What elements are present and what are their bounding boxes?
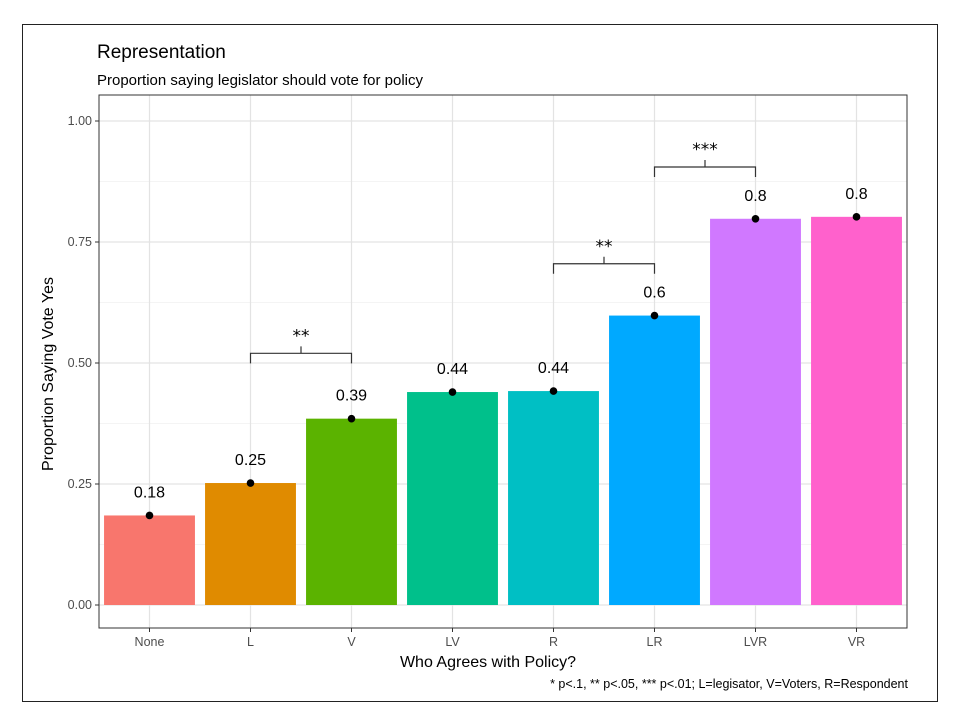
bar-chart: Representation Proportion saying legisla… <box>40 42 909 691</box>
point-r <box>549 387 558 395</box>
point-lr <box>650 311 659 320</box>
chart-subtitle: Proportion saying legislator should vote… <box>97 72 424 89</box>
y-tick-label: 0.75 <box>68 235 92 249</box>
point-l <box>246 479 255 487</box>
point-vr <box>852 213 861 221</box>
y-tick-label: 0.50 <box>68 356 92 370</box>
data-label-none: 0.18 <box>134 484 165 501</box>
x-tick-label: LVR <box>744 635 767 649</box>
bar-lr <box>609 315 700 605</box>
bar-lvr <box>710 218 801 605</box>
data-label-lv: 0.44 <box>437 361 468 378</box>
plot-border <box>98 94 908 629</box>
bar-r <box>508 391 599 605</box>
x-tick-label: VR <box>848 635 865 649</box>
y-tick-label: 1.00 <box>68 114 92 128</box>
bar-l <box>205 483 296 605</box>
significance-label: ** <box>293 326 310 346</box>
significance-label: ** <box>596 237 613 257</box>
significance-label: *** <box>692 140 718 160</box>
data-label-lr: 0.6 <box>643 285 665 302</box>
y-tick-label: 0.25 <box>68 477 92 491</box>
significance-bracket <box>653 159 757 177</box>
point-none <box>145 511 154 520</box>
x-tick-label: LV <box>445 635 460 649</box>
data-label-vr: 0.8 <box>845 186 867 203</box>
point-lv <box>448 388 457 396</box>
data-label-l: 0.25 <box>235 452 266 469</box>
chart-title: Representation <box>97 42 226 63</box>
bar-vr <box>811 216 902 605</box>
x-axis-title: Who Agrees with Policy? <box>400 654 576 671</box>
point-v <box>347 414 356 423</box>
x-tick-label: R <box>549 635 558 649</box>
x-tick-label: V <box>347 635 356 649</box>
significance-bracket <box>552 256 656 274</box>
plot-area: 0.180.250.390.44 0.440.60.8 0.8*******0.00… <box>68 94 908 649</box>
y-axis-title: Proportion Saying Vote Yes <box>40 277 57 471</box>
y-tick-label: 0.00 <box>68 598 92 612</box>
bar-none <box>104 515 195 605</box>
bar-v <box>306 418 397 605</box>
data-label-r: 0.44 <box>538 360 569 377</box>
x-tick-label: L <box>247 635 254 649</box>
x-tick-label: LR <box>647 635 663 649</box>
point-lvr <box>751 214 760 223</box>
data-label-v: 0.39 <box>336 388 367 405</box>
significance-bracket <box>249 346 353 364</box>
figure-frame: Representation Proportion saying legisla… <box>22 24 938 702</box>
chart-caption: * p<.1, ** p<.05, *** p<.01; L=legisator… <box>550 677 908 691</box>
bar-lv <box>407 392 498 605</box>
x-tick-label: None <box>135 635 165 649</box>
data-label-lvr: 0.8 <box>744 188 766 205</box>
